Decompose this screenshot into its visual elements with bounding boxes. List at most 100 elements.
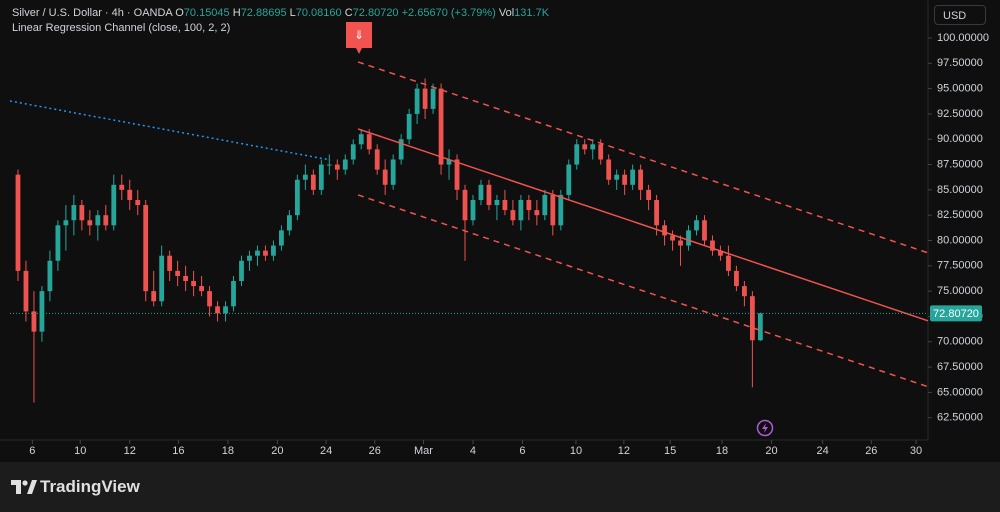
candle-body (678, 240, 683, 246)
candle-body (47, 260, 53, 292)
x-tick-label: 20 (271, 445, 283, 457)
footer: TradingView (0, 462, 1000, 512)
y-tick-label: 70.00000 (937, 336, 983, 348)
candle-body (135, 200, 141, 206)
y-tick-label: 75.00000 (937, 285, 983, 297)
y-tick-label: 95.00000 (937, 83, 983, 95)
candle-body (414, 88, 420, 114)
candle-body (151, 291, 157, 302)
ohlc-key: H (232, 7, 241, 19)
candle-body (710, 240, 715, 251)
candle-body (255, 250, 260, 256)
y-tick-label: 82.50000 (937, 209, 983, 221)
candle-body (550, 194, 556, 226)
event-icon[interactable] (756, 419, 774, 437)
candle-body (510, 210, 516, 221)
candle-body (207, 291, 212, 307)
candle-body (582, 144, 588, 150)
candle-body (694, 220, 699, 231)
candle-body (398, 139, 404, 160)
candle-body (646, 189, 652, 200)
candle-body (374, 149, 380, 170)
y-tick-label: 85.00000 (937, 184, 983, 196)
candle-body (286, 215, 292, 231)
candle-body (39, 291, 45, 332)
volume: 131.7K (514, 7, 550, 19)
candle-body (494, 200, 500, 206)
candle-body (726, 255, 731, 271)
candle-body (223, 306, 228, 314)
candle-body (167, 255, 173, 271)
ohlc-value: 72.80720 (352, 7, 399, 19)
candle-body (175, 270, 181, 276)
candle-body (486, 184, 492, 206)
candle-body (231, 281, 236, 307)
y-tick-label: 87.50000 (937, 158, 983, 170)
candle-body (199, 286, 204, 292)
candle-body (470, 200, 476, 221)
x-tick-label: 10 (570, 445, 582, 457)
candle-body (542, 194, 548, 216)
ohlc-value: 70.08160 (295, 7, 342, 19)
candle-body (302, 174, 308, 180)
candle-body (15, 174, 21, 271)
symbol-row: Silver / U.S. Dollar · 4h · OANDA O70.15… (12, 6, 549, 21)
candle-body (654, 200, 659, 226)
regression-upper (357, 61, 929, 254)
candle-body (23, 270, 29, 312)
volume-key: Vol (498, 7, 515, 19)
candle-body (342, 159, 348, 170)
candle-body (749, 296, 755, 341)
ohlc-value: 70.15045 (183, 7, 230, 19)
candle-body (614, 174, 620, 180)
ohlc-key: O (175, 7, 184, 19)
candle-body (71, 205, 77, 221)
candle-body (159, 255, 165, 302)
candle-body (446, 159, 452, 165)
candle-body (638, 169, 644, 190)
legend: Silver / U.S. Dollar · 4h · OANDA O70.15… (12, 6, 549, 36)
candle-body (454, 159, 460, 190)
candle-body (382, 169, 388, 185)
y-tick-label: 97.50000 (937, 57, 983, 69)
x-tick-label: 24 (320, 445, 332, 457)
candle-body (247, 255, 252, 261)
x-tick-label: 20 (765, 445, 777, 457)
candle-body (502, 200, 508, 211)
candle-body (622, 174, 628, 185)
change: +2.65670 (+3.79%) (401, 7, 496, 19)
candle-body (686, 230, 691, 246)
candle-body (598, 144, 604, 160)
candle-body (757, 313, 763, 341)
x-tick-label: 26 (369, 445, 381, 457)
candle-body (55, 225, 61, 261)
y-tick-label: 92.50000 (937, 108, 983, 120)
candle-body (326, 164, 332, 166)
currency-button[interactable]: USD (934, 5, 986, 25)
symbol: Silver / U.S. Dollar · 4h · OANDA (12, 7, 173, 19)
candle-body (662, 225, 667, 236)
candle-body (111, 184, 117, 226)
y-tick-label: 77.50000 (937, 260, 983, 272)
x-tick-label: 6 (29, 445, 35, 457)
x-tick-label: 15 (664, 445, 676, 457)
candle-body (63, 220, 69, 226)
candle-body (143, 205, 149, 292)
x-tick-label: 16 (172, 445, 184, 457)
ohlc-value: 72.88695 (240, 7, 287, 19)
last-price-tag (930, 305, 982, 322)
x-tick-label: 18 (716, 445, 728, 457)
x-tick-label: 18 (222, 445, 234, 457)
candle-body (358, 134, 364, 145)
x-tick-label: 24 (817, 445, 829, 457)
y-tick-label: 90.00000 (937, 133, 983, 145)
candle-body (334, 164, 340, 170)
candle-body (734, 270, 739, 287)
candle-body (95, 215, 101, 226)
candle-body (590, 144, 596, 150)
candle-body (103, 215, 109, 226)
ohlc-key: L (289, 7, 296, 19)
regression-extension (9, 100, 331, 161)
candle-body (558, 194, 564, 226)
